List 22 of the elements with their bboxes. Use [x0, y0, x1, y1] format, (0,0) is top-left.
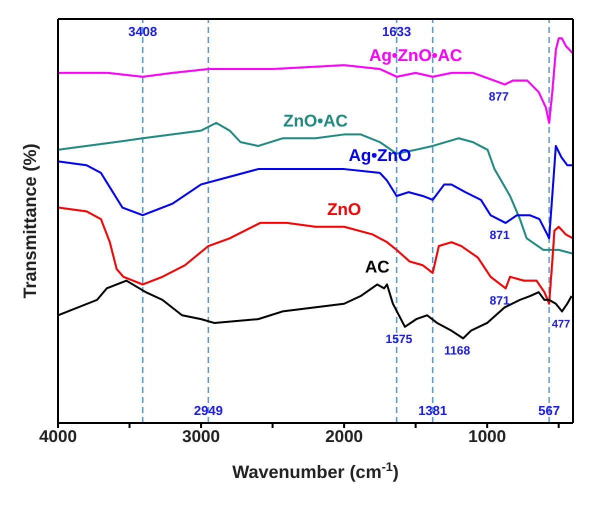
annotation: 477	[552, 318, 570, 330]
y-axis-title: Transmittance (%)	[20, 143, 40, 299]
x-tick-label: 1000	[468, 427, 506, 446]
series-label: ZnO•AC	[283, 111, 348, 130]
series-label: AC	[365, 257, 390, 276]
x-tick-label: 2000	[325, 427, 364, 446]
ref-line-label: 567	[538, 403, 560, 418]
ref-line-label: 3408	[128, 24, 158, 40]
x-axis-title: Wavenumber (cm$^{-1}$)	[232, 460, 399, 482]
ref-line-label: 1381	[418, 403, 448, 418]
series-label: ZnO	[327, 200, 362, 219]
x-tick-label: 3000	[182, 427, 220, 446]
series-label: Ag•ZnO	[348, 146, 412, 165]
ref-line-label: 1633	[382, 24, 412, 40]
annotation: 877	[488, 89, 510, 104]
annotation: 871	[490, 228, 510, 242]
annotation: 871	[490, 293, 510, 308]
ref-line-label: 2949	[194, 403, 223, 418]
series-label: Ag•ZnO•AC	[369, 46, 462, 65]
x-tick-label: 4000	[39, 427, 77, 446]
annotation: 1168	[444, 343, 470, 358]
annotation: 1575	[386, 332, 413, 346]
